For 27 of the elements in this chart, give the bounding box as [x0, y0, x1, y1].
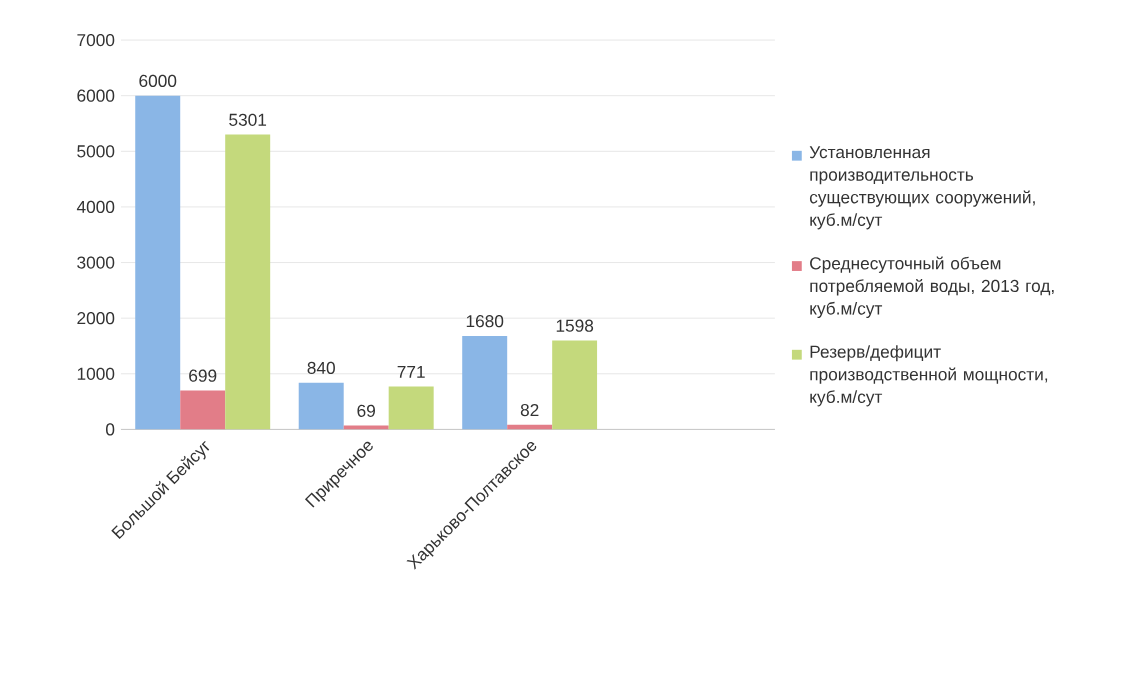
data-label: 699 — [189, 369, 217, 382]
y-tick-label: 1000 — [77, 367, 115, 380]
y-tick-label: 7000 — [77, 33, 115, 47]
data-label: 1680 — [466, 315, 504, 328]
data-label: 771 — [397, 366, 425, 378]
bar — [388, 386, 434, 430]
y-tick-label: 5000 — [77, 145, 115, 158]
bar — [180, 390, 226, 430]
legend-label: Среднесуточный объем потребляемой воды, 2013 год, куб.м/сут — [810, 256, 1054, 319]
bar — [225, 134, 271, 430]
data-label: 5301 — [229, 113, 267, 126]
bar — [135, 95, 181, 430]
data-label: 6000 — [139, 74, 177, 88]
y-tick-label: 2000 — [77, 312, 115, 325]
legend-label: Резерв/дефицит производственной мощности, куб.м/сут — [810, 345, 1048, 407]
y-tick-label: 3000 — [77, 256, 115, 269]
data-label: 69 — [357, 404, 375, 417]
data-label: 82 — [520, 403, 539, 417]
legend-label: Установленная производительность существующих сооружений, куб.м/сут — [809, 146, 1035, 230]
data-label: 840 — [307, 361, 335, 375]
bar — [552, 340, 598, 430]
y-tick-label: 4000 — [76, 200, 115, 214]
bar — [298, 382, 344, 430]
bar — [462, 336, 508, 430]
y-tick-label: 6000 — [77, 89, 115, 102]
data-label: 1598 — [556, 319, 594, 332]
y-tick-label: 0 — [106, 423, 115, 436]
